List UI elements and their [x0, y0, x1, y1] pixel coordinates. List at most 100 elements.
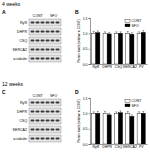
panel-letter: B	[75, 9, 79, 15]
error-cap	[93, 31, 95, 32]
panel-letter: C	[2, 89, 6, 95]
y-tick: 0.0	[83, 63, 90, 67]
y-tick-label: 0.5	[83, 47, 88, 51]
legend-swatch	[125, 24, 130, 27]
bar	[137, 33, 141, 64]
band	[51, 21, 55, 23]
error-stem	[120, 32, 121, 34]
error-bar	[97, 111, 99, 113]
x-tick-label: RyR	[92, 145, 99, 149]
band	[41, 137, 45, 139]
y-tick-label: 1.5	[83, 17, 88, 21]
bar	[114, 33, 118, 64]
band	[41, 57, 45, 59]
row-label: CSQ	[19, 119, 27, 123]
bar	[126, 113, 130, 144]
band	[46, 21, 50, 23]
y-tick: 1.5	[83, 17, 90, 21]
error-cap	[104, 31, 106, 32]
error-bar	[97, 31, 99, 33]
error-cap	[120, 110, 122, 111]
band	[36, 101, 40, 103]
band	[51, 101, 55, 103]
error-stem	[139, 112, 140, 114]
error-cap	[127, 31, 129, 32]
x-tick: CSQ	[115, 64, 123, 69]
y-tick-mark	[89, 64, 91, 65]
error-cap	[104, 111, 106, 112]
y-tick-mark	[89, 98, 91, 99]
x-axis: RyRDHPRCSQSERCA2PV	[91, 64, 148, 69]
chart: 0.0 0.5 1.0 1.5 RyRDHPRCSQSERCA2PV Protein le…	[77, 17, 148, 69]
error-stem	[93, 112, 94, 114]
band	[51, 57, 55, 59]
series	[92, 111, 142, 144]
series	[96, 31, 146, 64]
x-tick-label: DHPR	[102, 65, 112, 69]
bar	[103, 113, 107, 144]
x-tick: RyR	[92, 64, 99, 69]
legend: CONTSFO	[125, 99, 142, 108]
error-cap	[108, 32, 110, 33]
error-bar	[93, 112, 95, 114]
bar	[141, 113, 145, 144]
band	[41, 21, 45, 23]
error-cap	[115, 111, 117, 112]
error-bar	[104, 32, 106, 34]
bar	[96, 33, 100, 64]
y-tick: 0.5	[83, 127, 90, 131]
bar	[141, 32, 145, 64]
y-tick-label: 1.0	[83, 32, 88, 36]
blot-strip	[29, 99, 61, 106]
column-header: CONT	[33, 14, 44, 18]
y-tick-label: 0.0	[83, 143, 88, 147]
row-label: α-tubulin	[13, 57, 27, 61]
band	[56, 30, 60, 32]
error-cap	[108, 113, 110, 114]
error-cap	[138, 111, 140, 112]
y-tick-label: 0.0	[83, 63, 88, 67]
y-axis-line	[89, 99, 91, 145]
bar	[107, 34, 111, 64]
legend: CONTSFO	[125, 19, 142, 28]
band	[41, 128, 45, 130]
error-cap	[131, 114, 133, 115]
column-header: SFO	[50, 14, 58, 18]
band	[31, 48, 35, 50]
panel-letter: A	[2, 9, 6, 15]
bar	[130, 34, 134, 64]
error-bar	[108, 32, 110, 34]
x-tick-label: PV	[139, 65, 144, 69]
error-stem	[105, 111, 106, 113]
error-stem	[131, 115, 132, 117]
y-tick: 1.5	[83, 97, 90, 101]
band	[41, 39, 45, 41]
error-bar	[104, 111, 106, 113]
blot-strip	[29, 117, 61, 124]
band	[56, 101, 60, 103]
band	[36, 57, 40, 59]
band	[56, 21, 60, 23]
band	[56, 39, 60, 41]
band	[41, 30, 45, 32]
error-cap	[127, 111, 129, 112]
series	[92, 31, 142, 64]
band	[36, 21, 40, 23]
band	[41, 110, 45, 112]
error-bar	[142, 31, 144, 33]
legend-label: CONT	[132, 99, 143, 103]
bar	[92, 33, 96, 64]
y-tick: 0.0	[83, 143, 90, 147]
error-stem	[139, 32, 140, 34]
error-stem	[97, 111, 98, 113]
band	[41, 119, 45, 121]
panel-letter: D	[75, 89, 79, 95]
row-label: CSQ	[19, 39, 27, 43]
x-tick: PV	[139, 64, 144, 69]
blot-strip	[29, 28, 61, 35]
y-axis-title: Protein levels (relative to CONT)	[77, 19, 81, 62]
band	[46, 39, 50, 41]
error-bar	[115, 32, 117, 34]
error-stem	[127, 31, 128, 33]
y-tick: 1.0	[83, 112, 90, 116]
